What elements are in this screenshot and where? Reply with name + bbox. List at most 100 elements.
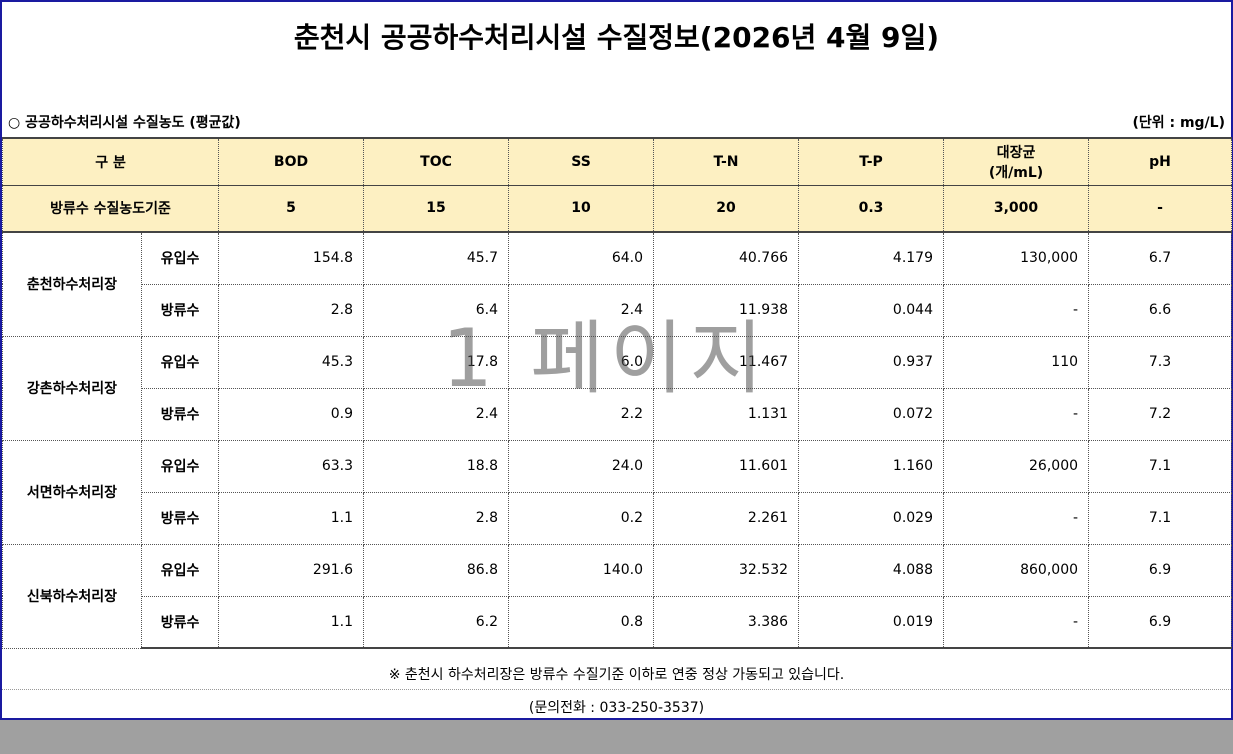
measure-value: 40.766 <box>653 231 800 285</box>
plant-name: 강촌하수처리장 <box>2 335 142 441</box>
measure-value: 32.532 <box>653 543 800 597</box>
page-title: 춘천시 공공하수처리시설 수질정보(2026년 4월 9일) <box>293 21 940 54</box>
measure-value: 45.3 <box>218 335 365 389</box>
measure-value: 2.4 <box>363 387 510 441</box>
measure-value: 6.0 <box>508 335 655 389</box>
measure-value: 86.8 <box>363 543 510 597</box>
measure-value: - <box>943 387 1090 441</box>
measure-value: - <box>943 283 1090 337</box>
ph-value: 7.1 <box>1088 439 1233 493</box>
table-row: 서면하수처리장 유입수 63.3 18.8 24.0 11.601 1.160 26,000 7… <box>2 439 1233 545</box>
header-col-2: SS <box>508 137 655 186</box>
note-divider <box>2 689 1231 690</box>
header-col-5: 대장균 (개/mL) <box>943 137 1090 186</box>
measure-value: 154.8 <box>218 231 365 285</box>
table-row: 강촌하수처리장 유입수 45.3 17.8 6.0 11.467 0.937 110 7.3 <box>2 335 1233 441</box>
water-kind: 방류수 <box>140 491 220 545</box>
table-row: 방류수 2.8 6.4 2.4 11.938 0.044-6.6 <box>3 283 1233 337</box>
measure-value: 45.7 <box>363 231 510 285</box>
header-col-6: pH <box>1088 137 1233 186</box>
standard-value: 10 <box>508 184 655 233</box>
plant-name: 춘천하수처리장 <box>2 231 142 337</box>
measure-value: 130,000 <box>943 231 1090 285</box>
standard-value: 3,000 <box>943 184 1090 233</box>
standard-value: 15 <box>363 184 510 233</box>
water-kind: 유입수 <box>140 231 220 285</box>
measure-value: 291.6 <box>218 543 365 597</box>
measure-value: 24.0 <box>508 439 655 493</box>
spreadsheet-page: 춘천시 공공하수처리시설 수질정보(2026년 4월 9일) ○ 공공하수처리시… <box>0 0 1233 720</box>
measure-value: 11.601 <box>653 439 800 493</box>
table-row: 방류수 1.1 6.2 0.8 3.386 0.019-6.9 <box>3 595 1233 649</box>
measure-value: 1.160 <box>798 439 945 493</box>
table-row: 춘천하수처리장 유입수 154.8 45.7 64.0 40.766 4.179 130,00… <box>2 231 1233 337</box>
measure-value: 0.019 <box>798 595 945 649</box>
operation-note: ※ 춘천시 하수처리장은 방류수 수질기준 이하로 연중 정상 가동되고 있습니… <box>388 667 845 683</box>
ph-value: 7.3 <box>1088 335 1233 389</box>
measure-value: 0.2 <box>508 491 655 545</box>
measure-value: 0.937 <box>798 335 945 389</box>
header-row: 구 분 BOD TOC SS T-N T-P 대장균 (개/mL) pH <box>1 137 1233 186</box>
measure-value: 140.0 <box>508 543 655 597</box>
measure-value: 1.1 <box>218 595 365 649</box>
header-col-3: T-N <box>653 137 800 186</box>
measure-value: 0.9 <box>218 387 365 441</box>
ph-value: 6.7 <box>1088 231 1233 285</box>
measure-value: 26,000 <box>943 439 1090 493</box>
measure-value: 0.072 <box>798 387 945 441</box>
ph-value: 6.9 <box>1088 595 1233 649</box>
measure-value: 4.088 <box>798 543 945 597</box>
table-row: 방류수 1.1 2.8 0.2 2.261 0.029-7.1 <box>3 491 1233 545</box>
measure-value: 0.8 <box>508 595 655 649</box>
measure-value: 2.4 <box>508 283 655 337</box>
measure-value: 11.938 <box>653 283 800 337</box>
section-subtitle: ○ 공공하수처리시설 수질농도 (평균값) <box>8 115 241 131</box>
unit-label: (단위 : mg/L) <box>1132 115 1225 131</box>
measure-value: 3.386 <box>653 595 800 649</box>
measure-value: 11.467 <box>653 335 800 389</box>
header-col-0: BOD <box>218 137 365 186</box>
water-kind: 방류수 <box>140 595 220 649</box>
measure-value: - <box>943 595 1090 649</box>
measure-value: 0.029 <box>798 491 945 545</box>
table-row: 방류수 0.9 2.4 2.2 1.131 0.072-7.2 <box>3 387 1233 441</box>
standard-value: 20 <box>653 184 800 233</box>
measure-value: 2.8 <box>218 283 365 337</box>
standard-value: 5 <box>218 184 365 233</box>
measure-value: 18.8 <box>363 439 510 493</box>
measure-value: 6.2 <box>363 595 510 649</box>
measure-value: 6.4 <box>363 283 510 337</box>
measure-value: - <box>943 491 1090 545</box>
measure-value: 63.3 <box>218 439 365 493</box>
water-kind: 유입수 <box>140 543 220 597</box>
measure-value: 2.8 <box>363 491 510 545</box>
header-category: 구 분 <box>1 137 220 186</box>
header-col-1: TOC <box>363 137 510 186</box>
plant-name: 서면하수처리장 <box>2 439 142 545</box>
ph-value: 7.2 <box>1088 387 1233 441</box>
table-row: 신북하수처리장 유입수 291.6 86.8 140.0 32.532 4.088 860,0… <box>2 543 1233 649</box>
measure-value: 2.2 <box>508 387 655 441</box>
measure-value: 4.179 <box>798 231 945 285</box>
measure-value: 17.8 <box>363 335 510 389</box>
standard-label: 방류수 수질농도기준 <box>1 184 220 233</box>
water-kind: 유입수 <box>140 335 220 389</box>
ph-value: 6.9 <box>1088 543 1233 597</box>
plant-name: 신북하수처리장 <box>2 543 142 649</box>
contact-info: (문의전화 : 033-250-3537) <box>528 700 705 716</box>
water-kind: 방류수 <box>140 283 220 337</box>
header-col-4: T-P <box>798 137 945 186</box>
measure-value: 110 <box>943 335 1090 389</box>
measure-value: 860,000 <box>943 543 1090 597</box>
measure-value: 1.1 <box>218 491 365 545</box>
ph-value: 7.1 <box>1088 491 1233 545</box>
measure-value: 1.131 <box>653 387 800 441</box>
water-kind: 유입수 <box>140 439 220 493</box>
standard-row: 방류수 수질농도기준 5 15 10 20 0.3 3,000- <box>1 184 1233 233</box>
measure-value: 2.261 <box>653 491 800 545</box>
standard-value: 0.3 <box>798 184 945 233</box>
water-kind: 방류수 <box>140 387 220 441</box>
measure-value: 64.0 <box>508 231 655 285</box>
ph-value: 6.6 <box>1088 283 1233 337</box>
standard-value: - <box>1088 184 1233 233</box>
